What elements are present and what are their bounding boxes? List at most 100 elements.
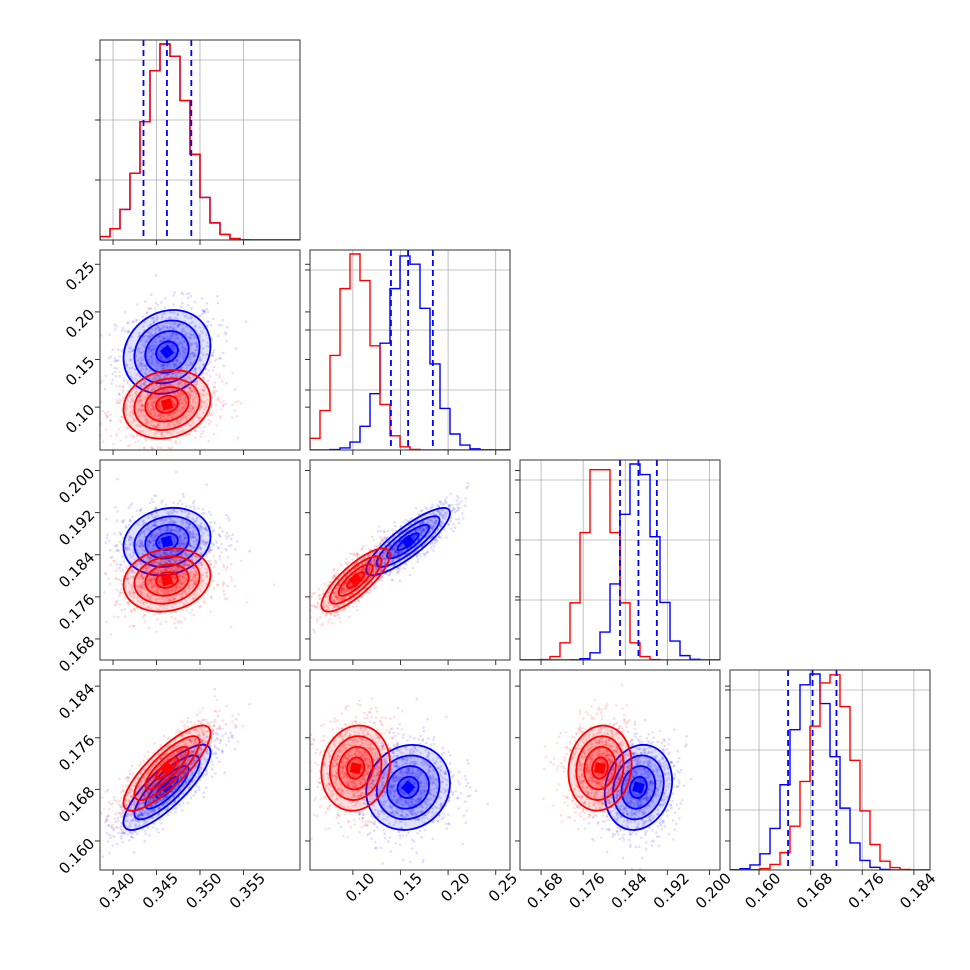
scatter-point [181, 553, 184, 556]
scatter-point [137, 350, 140, 353]
scatter-point [166, 431, 169, 434]
scatter-point [153, 543, 156, 546]
scatter-point [182, 563, 186, 567]
scatter-point [124, 365, 128, 368]
scatter-point [201, 508, 205, 511]
scatter-point [173, 423, 176, 427]
scatter-point [172, 327, 175, 331]
scatter-point [150, 524, 154, 528]
scatter-point [166, 357, 170, 361]
scatter-point [194, 367, 197, 371]
scatter-point [203, 377, 206, 381]
scatter-point [136, 584, 139, 588]
scatter-point [393, 521, 396, 524]
scatter-point [145, 422, 149, 426]
scatter-point [213, 385, 216, 389]
scatter-point [170, 355, 174, 359]
scatter-point [169, 611, 173, 615]
scatter-point [444, 515, 448, 518]
scatter-point [158, 528, 162, 532]
scatter-point [442, 502, 446, 505]
scatter-point [189, 544, 192, 547]
scatter-point [180, 541, 184, 544]
scatter-point [181, 492, 185, 496]
scatter-point [419, 533, 422, 536]
scatter-point [150, 411, 154, 415]
scatter-point [121, 385, 125, 389]
scatter-point [199, 604, 202, 608]
scatter-point [168, 599, 172, 602]
scatter-point [93, 356, 96, 359]
scatter-point [184, 577, 187, 580]
scatter-point [428, 518, 432, 522]
scatter-point [149, 354, 153, 358]
scatter-point [141, 586, 144, 589]
scatter-point [131, 569, 135, 572]
scatter-point [189, 424, 193, 427]
scatter-point [157, 562, 161, 566]
scatter-point [198, 606, 201, 609]
scatter-point [392, 554, 396, 558]
scatter-point [192, 360, 196, 364]
scatter-point [182, 545, 186, 548]
scatter-point [148, 557, 152, 560]
scatter-point [139, 361, 142, 364]
scatter-point [172, 560, 176, 563]
scatter-point [322, 605, 326, 609]
scatter-point [218, 526, 222, 529]
y-tick-label: 0.184 [55, 548, 98, 591]
scatter-point [327, 601, 330, 604]
scatter-point [184, 510, 187, 513]
scatter-point [189, 579, 193, 583]
scatter-point [332, 606, 335, 610]
scatter-point [142, 414, 145, 418]
scatter-point [166, 341, 170, 345]
scatter-point [173, 576, 177, 580]
scatter-point [411, 566, 415, 570]
scatter-point [151, 378, 154, 382]
scatter-point [182, 563, 186, 566]
scatter-point [166, 415, 169, 419]
scatter-point [148, 598, 152, 601]
scatter-point [123, 596, 126, 599]
scatter-point [153, 394, 156, 398]
scatter-point [102, 591, 106, 594]
scatter-point [107, 577, 111, 580]
histogram-panel-0 [95, 39, 301, 245]
scatter-point [193, 554, 197, 558]
scatter-point [159, 554, 163, 557]
scatter-point [373, 563, 377, 566]
scatter-point [149, 331, 153, 335]
scatter-point [155, 361, 159, 364]
scatter-point [364, 561, 368, 565]
scatter-point [171, 588, 174, 591]
scatter-point [173, 371, 176, 374]
scatter-point [161, 363, 164, 367]
scatter-point [198, 359, 201, 362]
scatter-point [208, 374, 212, 378]
scatter-point [415, 554, 419, 557]
scatter-point [198, 426, 201, 429]
scatter-point [193, 581, 196, 584]
scatter-point [165, 373, 168, 376]
scatter-point [159, 373, 163, 377]
scatter-point [177, 549, 180, 552]
scatter-point [151, 334, 155, 337]
scatter-point [145, 543, 149, 546]
scatter-point [422, 527, 426, 531]
scatter-point [178, 593, 182, 596]
scatter-point [361, 595, 365, 598]
scatter-point [205, 571, 209, 574]
scatter-point [184, 552, 187, 556]
scatter-point [133, 607, 136, 610]
scatter-point [349, 593, 353, 597]
scatter-point [192, 520, 196, 523]
scatter-point [141, 367, 144, 371]
scatter-point [201, 376, 205, 379]
scatter-point [113, 532, 116, 536]
scatter-point [177, 343, 180, 347]
scatter-point [153, 584, 157, 587]
scatter-point [192, 397, 196, 400]
scatter-point [403, 567, 407, 570]
scatter-point [195, 383, 198, 386]
